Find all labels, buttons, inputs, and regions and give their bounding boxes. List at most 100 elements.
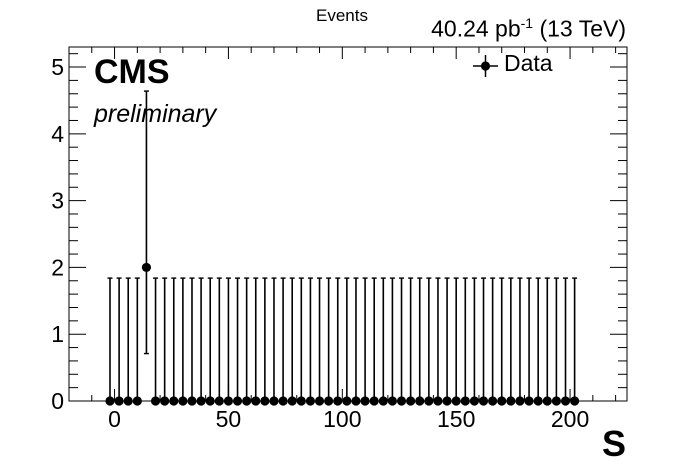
marker bbox=[324, 396, 334, 406]
marker bbox=[141, 262, 152, 273]
data-point bbox=[406, 277, 416, 406]
marker bbox=[369, 396, 379, 406]
data-point bbox=[205, 277, 215, 406]
legend bbox=[473, 55, 498, 77]
data-point bbox=[433, 277, 443, 406]
data-point bbox=[342, 277, 352, 406]
data-point bbox=[506, 277, 516, 406]
marker bbox=[333, 396, 343, 406]
marker bbox=[196, 396, 206, 406]
data-point bbox=[114, 277, 124, 406]
marker bbox=[460, 396, 470, 406]
marker bbox=[570, 396, 580, 406]
marker bbox=[269, 396, 279, 406]
marker bbox=[351, 396, 361, 406]
data-point bbox=[378, 277, 388, 406]
y-tick-label: 1 bbox=[51, 321, 64, 347]
data-point bbox=[369, 277, 379, 406]
data-point bbox=[187, 277, 197, 406]
marker bbox=[424, 396, 434, 406]
data-point bbox=[251, 277, 261, 406]
marker bbox=[488, 396, 498, 406]
marker bbox=[515, 396, 525, 406]
marker bbox=[260, 396, 270, 406]
data-point bbox=[196, 277, 206, 406]
marker bbox=[497, 396, 507, 406]
marker bbox=[506, 396, 516, 406]
data-point bbox=[424, 277, 434, 406]
marker bbox=[342, 396, 352, 406]
data-point bbox=[460, 277, 470, 406]
marker bbox=[278, 396, 288, 406]
marker bbox=[560, 396, 571, 406]
data-point bbox=[232, 277, 243, 406]
x-tick-label: 50 bbox=[216, 406, 242, 432]
marker bbox=[150, 396, 161, 406]
marker bbox=[433, 396, 443, 406]
marker bbox=[160, 396, 170, 406]
legend-marker bbox=[480, 61, 491, 71]
y-tick-label: 2 bbox=[51, 254, 64, 280]
data-point bbox=[242, 277, 252, 406]
marker bbox=[296, 396, 306, 406]
marker bbox=[378, 396, 388, 406]
marker bbox=[205, 396, 215, 406]
data-point bbox=[260, 277, 270, 406]
data-point bbox=[570, 277, 580, 406]
marker bbox=[214, 396, 224, 406]
data-point bbox=[324, 277, 334, 406]
marker bbox=[451, 396, 461, 406]
marker bbox=[469, 396, 480, 406]
data-point bbox=[169, 277, 179, 406]
legend-label: Data bbox=[504, 50, 553, 76]
data-point bbox=[415, 277, 425, 406]
data-point bbox=[296, 277, 306, 406]
marker bbox=[178, 396, 188, 406]
data-point bbox=[333, 277, 343, 406]
marker bbox=[187, 396, 197, 406]
marker bbox=[478, 396, 489, 406]
marker bbox=[314, 396, 325, 406]
marker bbox=[551, 396, 561, 406]
y-axis: 0 1 2 3 4 5 bbox=[51, 53, 627, 414]
marker bbox=[105, 396, 115, 406]
marker bbox=[223, 396, 234, 406]
data-point bbox=[132, 277, 142, 406]
marker bbox=[387, 396, 398, 406]
marker bbox=[123, 396, 133, 406]
data-point bbox=[360, 277, 370, 406]
data-point bbox=[305, 277, 316, 406]
data-point bbox=[287, 277, 297, 406]
marker bbox=[251, 396, 261, 406]
marker bbox=[406, 396, 416, 406]
data-point bbox=[551, 277, 561, 406]
data-point bbox=[478, 277, 489, 406]
x-tick-label: 100 bbox=[323, 406, 361, 432]
marker bbox=[533, 396, 543, 406]
data-point bbox=[351, 277, 361, 406]
marker bbox=[305, 396, 316, 406]
data-point bbox=[542, 277, 552, 406]
data-point bbox=[150, 277, 161, 406]
data-point bbox=[497, 277, 507, 406]
data-point bbox=[141, 90, 152, 355]
data-point bbox=[515, 277, 525, 406]
marker bbox=[114, 396, 124, 406]
x-axis-title: S bbox=[601, 423, 626, 464]
y-tick-label: 3 bbox=[51, 188, 64, 214]
y-tick-label: 4 bbox=[51, 121, 64, 147]
data-point bbox=[123, 277, 133, 406]
preliminary-label: preliminary bbox=[94, 100, 217, 128]
cms-label: CMS bbox=[94, 53, 170, 91]
y-tick-label: 5 bbox=[51, 54, 64, 80]
data-points bbox=[105, 90, 580, 406]
data-point bbox=[214, 277, 224, 406]
x-tick-label: 0 bbox=[108, 406, 121, 432]
data-point bbox=[488, 277, 498, 406]
data-point bbox=[560, 277, 571, 406]
data-point bbox=[451, 277, 461, 406]
data-point bbox=[442, 277, 452, 406]
marker bbox=[542, 396, 552, 406]
marker bbox=[242, 396, 252, 406]
data-point bbox=[178, 277, 188, 406]
